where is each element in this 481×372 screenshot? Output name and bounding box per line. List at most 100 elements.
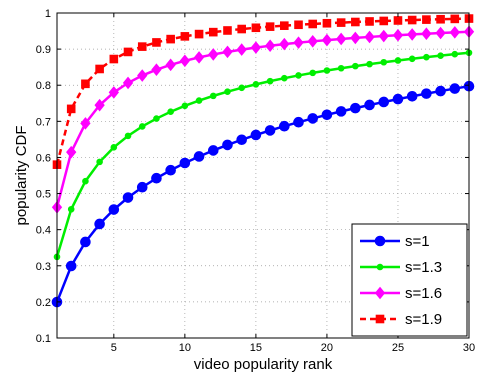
data-point bbox=[94, 98, 105, 112]
legend-label: s=1 bbox=[405, 233, 430, 250]
x-tick-label: 5 bbox=[111, 342, 117, 354]
legend-item: s=1.3 bbox=[360, 259, 442, 276]
x-tick-label: 30 bbox=[463, 342, 475, 354]
legend-item: s=1 bbox=[360, 233, 430, 250]
x-axis-label: video popularity rank bbox=[194, 356, 333, 372]
series-layer bbox=[51, 14, 475, 308]
data-point bbox=[449, 83, 461, 94]
data-point bbox=[123, 47, 133, 57]
data-point bbox=[308, 19, 318, 29]
data-point bbox=[336, 18, 346, 27]
data-point bbox=[236, 134, 247, 146]
data-point bbox=[295, 72, 302, 79]
data-point bbox=[80, 117, 91, 130]
legend-box bbox=[351, 223, 468, 337]
data-point bbox=[153, 115, 160, 122]
data-point bbox=[322, 18, 332, 28]
data-point bbox=[321, 33, 333, 47]
data-point bbox=[280, 21, 289, 30]
data-point bbox=[352, 62, 359, 70]
data-point bbox=[408, 55, 416, 63]
data-point bbox=[350, 31, 361, 45]
data-point bbox=[110, 144, 118, 151]
data-point bbox=[264, 39, 276, 53]
legend-marker bbox=[374, 286, 386, 300]
data-point bbox=[252, 81, 260, 88]
data-point bbox=[335, 106, 347, 117]
data-point bbox=[151, 63, 162, 76]
y-tick-label: 1 bbox=[45, 8, 51, 20]
data-point bbox=[80, 236, 91, 248]
data-point bbox=[66, 145, 77, 159]
series-s-1-9 bbox=[52, 14, 474, 169]
data-point bbox=[223, 26, 232, 35]
data-point bbox=[350, 102, 361, 114]
legend-item: s=1.9 bbox=[360, 311, 442, 328]
data-point bbox=[237, 24, 246, 34]
data-point bbox=[137, 69, 148, 82]
data-point bbox=[179, 157, 191, 169]
data-point bbox=[407, 15, 417, 25]
data-point bbox=[407, 28, 418, 41]
data-point bbox=[309, 69, 317, 77]
data-point bbox=[365, 17, 374, 26]
data-point bbox=[179, 54, 191, 68]
data-point bbox=[436, 14, 445, 24]
data-point bbox=[137, 42, 147, 51]
data-point bbox=[108, 204, 120, 215]
data-point bbox=[208, 27, 218, 37]
legend-marker bbox=[374, 235, 386, 247]
data-point bbox=[208, 48, 219, 61]
data-point bbox=[180, 32, 190, 41]
data-point bbox=[394, 57, 402, 64]
data-point bbox=[321, 109, 333, 121]
legend-label: s=1.6 bbox=[405, 285, 442, 302]
data-point bbox=[82, 177, 89, 185]
data-point bbox=[109, 54, 119, 64]
data-point bbox=[307, 35, 318, 48]
data-point bbox=[65, 260, 77, 272]
data-point bbox=[423, 53, 430, 61]
data-point bbox=[451, 50, 459, 58]
data-point bbox=[380, 58, 388, 66]
data-point bbox=[222, 139, 233, 151]
legend-marker bbox=[376, 263, 384, 271]
data-point bbox=[266, 77, 274, 85]
data-point bbox=[108, 86, 119, 99]
data-point bbox=[294, 20, 303, 30]
plot-frame bbox=[56, 12, 470, 339]
data-point bbox=[437, 52, 444, 59]
data-point bbox=[95, 64, 104, 74]
data-point bbox=[264, 125, 276, 136]
data-point bbox=[96, 158, 103, 166]
data-point bbox=[392, 93, 404, 105]
data-point bbox=[421, 88, 432, 99]
data-point bbox=[421, 27, 432, 40]
data-point bbox=[136, 181, 148, 193]
data-point bbox=[81, 79, 90, 89]
data-point bbox=[307, 113, 319, 124]
data-point bbox=[67, 205, 75, 213]
y-tick-label: 0.5 bbox=[36, 189, 51, 201]
data-point bbox=[94, 218, 105, 230]
data-point bbox=[335, 32, 347, 46]
x-tick-label: 20 bbox=[321, 342, 333, 354]
y-tick-label: 0.9 bbox=[36, 44, 51, 56]
data-point bbox=[364, 99, 375, 111]
data-point bbox=[165, 58, 176, 72]
y-tick-label: 0.2 bbox=[36, 297, 51, 309]
data-point bbox=[236, 43, 247, 56]
y-tick-label: 0.6 bbox=[36, 152, 51, 164]
data-point bbox=[393, 16, 403, 25]
data-point bbox=[293, 116, 304, 128]
data-point bbox=[222, 45, 233, 59]
series-s-1-6 bbox=[51, 25, 475, 214]
data-point bbox=[364, 30, 375, 44]
data-point bbox=[152, 38, 161, 47]
data-point bbox=[435, 85, 446, 97]
data-point bbox=[406, 91, 418, 102]
data-point bbox=[195, 97, 203, 104]
data-point bbox=[366, 60, 373, 68]
data-point bbox=[122, 192, 134, 203]
